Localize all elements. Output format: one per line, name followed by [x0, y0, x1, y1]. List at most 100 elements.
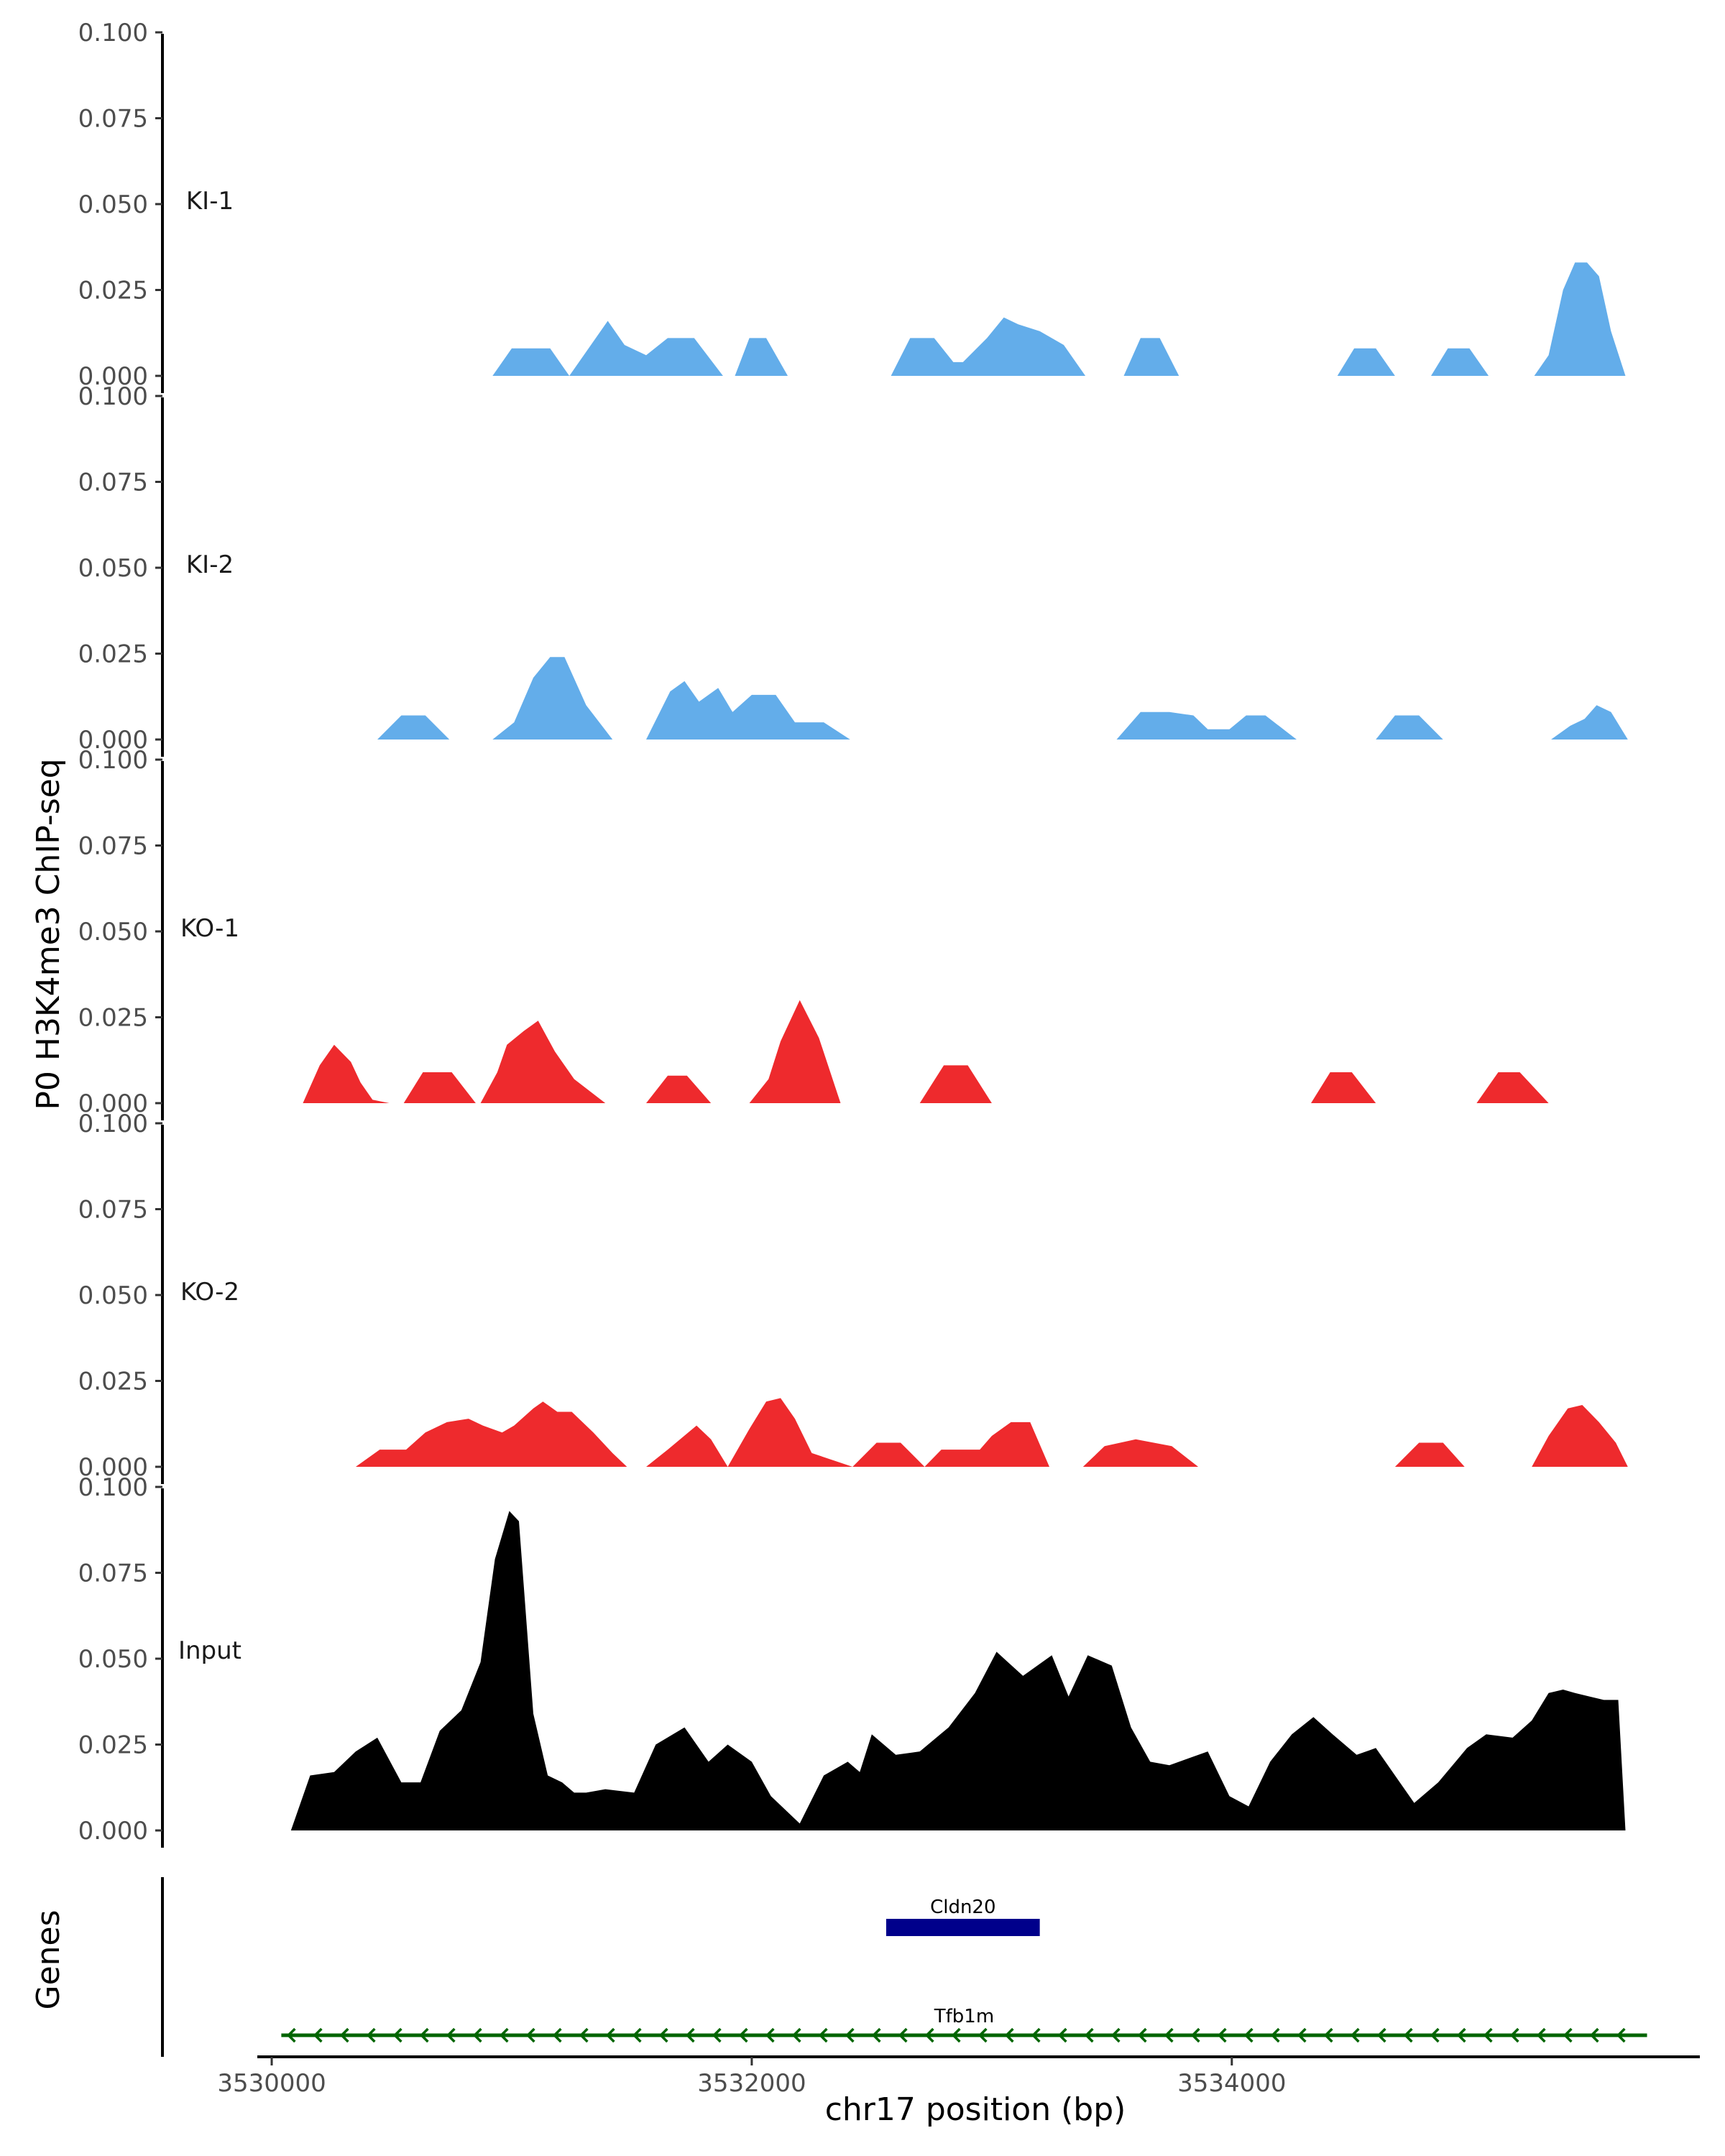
strand-arrow	[1350, 2027, 1360, 2043]
strand-arrow	[579, 2027, 589, 2043]
y-tick-label: 0.075	[78, 469, 148, 497]
signal-area-ki-1	[492, 262, 1626, 376]
strand-arrow	[845, 2027, 855, 2043]
track-panel-ki-1: 0.000 0.025 0.050 0.075 0.100 KI-1	[78, 19, 1626, 393]
strand-arrow	[1110, 2027, 1121, 2043]
strand-arrow	[1376, 2027, 1386, 2043]
signal-area-ko-2	[355, 1398, 1628, 1467]
strand-arrow	[924, 2027, 934, 2043]
gene-body-tfb1m	[281, 2033, 1647, 2037]
y-tick-label: 0.100	[78, 19, 148, 47]
strand-arrow	[972, 1920, 982, 1935]
strand-arrow	[1323, 2027, 1333, 2043]
x-axis-title: chr17 position (bp)	[825, 2091, 1126, 2128]
strand-arrow	[1616, 2027, 1626, 2043]
strand-arrow	[446, 2027, 456, 2043]
strand-arrow	[313, 2027, 323, 2043]
strand-arrow	[499, 2027, 509, 2043]
strand-arrow	[1164, 2027, 1174, 2043]
strand-arrow	[945, 1920, 955, 1935]
strand-arrow	[951, 2027, 961, 2043]
strand-arrow	[525, 2027, 535, 2043]
strand-arrow	[892, 1920, 902, 1935]
strand-arrow	[1589, 2027, 1599, 2043]
tracks-layer: 0.0000.0250.0500.0750.100KI-10.0000.0250…	[78, 19, 1628, 1848]
strand-arrow	[472, 2027, 482, 2043]
y-tick-label: 0.050	[78, 190, 148, 219]
y-tick-label: 0.050	[78, 1281, 148, 1310]
strand-arrow	[871, 2027, 881, 2043]
y-tick-label: 0.000	[78, 1453, 148, 1482]
y-tick-label: 0.025	[78, 277, 148, 305]
y-axis-title: P0 H3K4me3 ChIP-seq	[30, 758, 67, 1110]
genes-axis-title: Genes	[30, 1909, 67, 2009]
gene-label-cldn20: Cldn20	[930, 1897, 995, 1918]
strand-arrow	[1509, 2027, 1519, 2043]
strand-arrow	[1217, 2027, 1227, 2043]
strand-arrow	[1270, 2027, 1280, 2043]
strand-arrow	[632, 2027, 642, 2043]
strand-arrow	[978, 2027, 988, 2043]
strand-arrow	[898, 2027, 908, 2043]
strand-arrow	[392, 2027, 402, 2043]
track-label-input: Input	[178, 1636, 242, 1665]
strand-arrow	[419, 2027, 429, 2043]
track-label-ki-1: KI-1	[186, 187, 234, 216]
strand-arrow	[286, 2027, 296, 2043]
strand-arrow	[1563, 2027, 1573, 2043]
strand-arrow	[552, 2027, 562, 2043]
y-tick-label: 0.025	[78, 1368, 148, 1396]
strand-arrow	[1456, 2027, 1466, 2043]
y-tick-label: 0.025	[78, 1731, 148, 1760]
y-tick-label: 0.025	[78, 640, 148, 669]
y-tick-label: 0.025	[78, 1004, 148, 1033]
gene-cldn20: Cldn20	[886, 1897, 1040, 1936]
strand-arrow	[1297, 2027, 1307, 2043]
signal-area-ki-2	[377, 657, 1628, 740]
y-tick-label: 0.050	[78, 1645, 148, 1674]
gene-tfb1m: Tfb1m	[281, 2006, 1647, 2043]
strand-arrow	[1004, 2027, 1014, 2043]
strand-arrow	[1536, 2027, 1546, 2043]
gene-body-cldn20	[886, 1919, 1040, 1936]
strand-arrow	[658, 2027, 668, 2043]
y-tick-label: 0.075	[78, 1560, 148, 1588]
strand-arrow	[1084, 2027, 1094, 2043]
strand-arrow	[1190, 2027, 1200, 2043]
y-tick-label: 0.100	[78, 1473, 148, 1502]
y-tick-label: 0.050	[78, 554, 148, 583]
strand-arrow	[998, 1920, 1008, 1935]
strand-arrow	[1243, 2027, 1254, 2043]
strand-arrow	[1430, 2027, 1440, 2043]
y-tick-label: 0.050	[78, 918, 148, 946]
strand-arrow	[1483, 2027, 1493, 2043]
track-panel-ko-2: 0.000 0.025 0.050 0.075 0.100 KO-2	[78, 1110, 1628, 1484]
strand-arrow	[605, 2027, 615, 2043]
strand-arrow	[765, 2027, 775, 2043]
genes-layer: 3530000 3532000 3534000 Cldn20 Tfb1m	[161, 1877, 1700, 2098]
gene-label-tfb1m: Tfb1m	[934, 2006, 994, 2027]
track-label-ko-2: KO-2	[180, 1278, 239, 1307]
y-tick-label: 0.000	[78, 1089, 148, 1118]
y-tick-label: 0.075	[78, 832, 148, 861]
strand-arrow	[1031, 2027, 1041, 2043]
y-tick-label: 0.100	[78, 1110, 148, 1138]
signal-area-input	[290, 1511, 1626, 1830]
track-panel-ki-2: 0.000 0.025 0.050 0.075 0.100 KI-2	[78, 382, 1628, 757]
strand-arrow	[339, 2027, 349, 2043]
y-tick-label: 0.100	[78, 382, 148, 411]
y-tick-label: 0.075	[78, 1196, 148, 1225]
x-tick-label: 3532000	[697, 2069, 806, 2098]
track-label-ki-2: KI-2	[186, 550, 234, 579]
strand-arrow	[738, 2027, 748, 2043]
x-tick-label: 3534000	[1177, 2069, 1286, 2098]
strand-arrow	[1057, 2027, 1067, 2043]
strand-arrow	[1025, 1920, 1035, 1935]
strand-arrow	[919, 1920, 929, 1935]
strand-arrow	[818, 2027, 828, 2043]
track-panel-input: 0.000 0.025 0.050 0.075 0.100 Input	[78, 1473, 1626, 1848]
y-tick-label: 0.000	[78, 362, 148, 391]
strand-arrow	[791, 2027, 801, 2043]
x-tick-label: 3530000	[217, 2069, 326, 2098]
